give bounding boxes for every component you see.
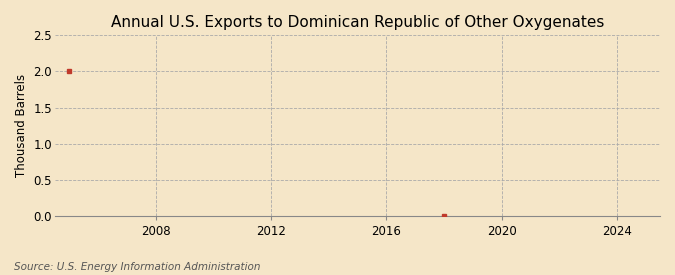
Title: Annual U.S. Exports to Dominican Republic of Other Oxygenates: Annual U.S. Exports to Dominican Republi… [111, 15, 604, 30]
Y-axis label: Thousand Barrels: Thousand Barrels [15, 74, 28, 177]
Text: Source: U.S. Energy Information Administration: Source: U.S. Energy Information Administ… [14, 262, 260, 272]
